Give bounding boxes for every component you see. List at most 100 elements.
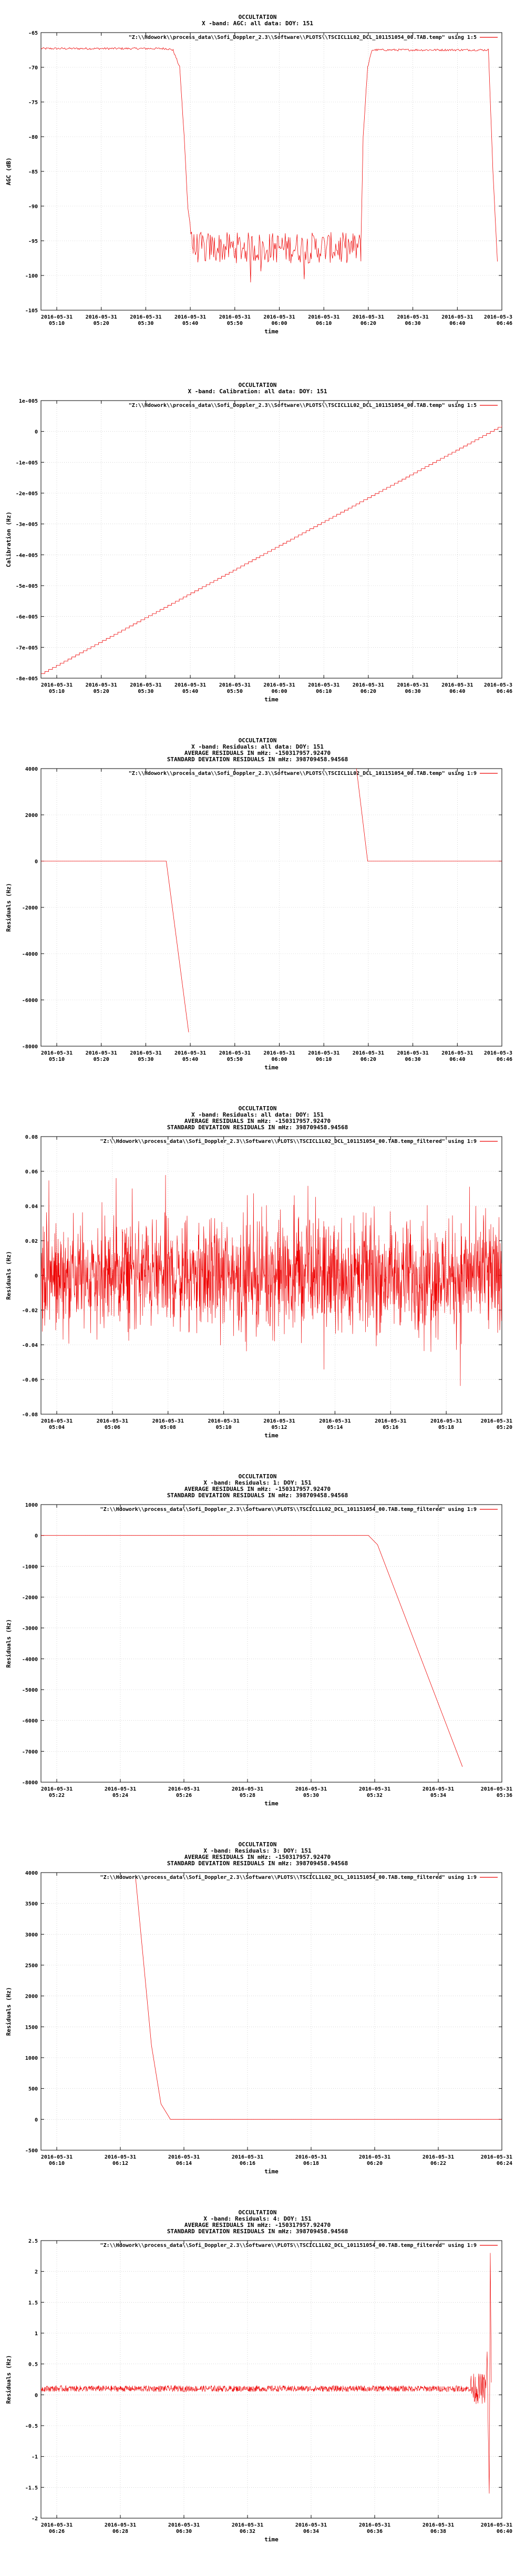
x-tick-label: 2016-05-31 05:04 xyxy=(41,1418,73,1430)
chart-title-line: X -band: Residuals: all data: DOY: 151 xyxy=(191,1111,324,1118)
chart-title-line: OCCULTATION xyxy=(239,1841,277,1848)
x-tick-label: 2016-05-31 06:16 xyxy=(232,2154,263,2166)
legend-entry: "Z:\\Hdowork\\process_data\\Sofi_Doppler… xyxy=(100,1138,477,1144)
y-tick-label: 0.04 xyxy=(25,1204,38,1210)
plot-frame xyxy=(40,1504,502,1783)
x-tick-label: 2016-05-31 05:30 xyxy=(130,682,161,694)
series-group xyxy=(41,47,498,283)
y-tick-label: 1500 xyxy=(25,2025,38,2030)
y-tick-label: -1000 xyxy=(22,1564,38,1570)
y-tick-label: -0.02 xyxy=(22,1308,38,1314)
y-tick-label: -2 xyxy=(32,2516,38,2522)
x-tick-label: 2016-05-31 06:38 xyxy=(423,2522,454,2534)
x-tick-label: 2016-05-31 05:08 xyxy=(152,1418,184,1430)
y-tick-label: -2000 xyxy=(22,1595,38,1601)
y-tick-label: -6000 xyxy=(22,1719,38,1724)
y-tick-label: -0.08 xyxy=(22,1412,38,1418)
x-tick-label: 2016-05-31 05:20 xyxy=(481,1418,512,1430)
y-tick-label: 1 xyxy=(35,2331,38,2337)
x-tick-label: 2016-05-31 05:36 xyxy=(481,1786,512,1798)
y-tick-label: -105 xyxy=(25,308,38,314)
y-tick-label: -0.06 xyxy=(22,1377,38,1383)
series-line xyxy=(41,425,502,674)
chart-title-line: OCCULTATION xyxy=(239,1105,277,1112)
y-axis-title: Residuals (Hz) xyxy=(5,1251,12,1300)
y-tick-label: 0 xyxy=(35,2393,38,2398)
x-tick-label: 2016-05-31 05:50 xyxy=(219,1050,251,1062)
x-tick-label: 2016-05-31 06:10 xyxy=(308,314,339,326)
x-tick-label: 2016-05-31 05:20 xyxy=(86,1050,117,1062)
legend-entry: "Z:\\Hdowork\\process_data\\Sofi_Doppler… xyxy=(129,402,477,408)
y-tick-label: -6000 xyxy=(22,998,38,1004)
x-tick-label: 2016-05-31 05:32 xyxy=(359,1786,390,1798)
chart-title-line: STANDARD DEVIATION RESIDUALS IN mHz: 398… xyxy=(167,1124,348,1131)
x-tick-label: 2016-05-31 05:10 xyxy=(208,1418,240,1430)
x-axis-title: time xyxy=(264,1432,279,1439)
series-segment xyxy=(135,1878,502,2120)
x-tick-label: 2016-05-31 06:14 xyxy=(168,2154,200,2166)
y-tick-label: 0.5 xyxy=(28,2362,38,2368)
y-tick-label: 2000 xyxy=(25,813,38,819)
y-tick-label: 2 xyxy=(35,2270,38,2275)
y-tick-label: 500 xyxy=(28,2087,38,2092)
chart-title-line: STANDARD DEVIATION RESIDUALS IN mHz: 398… xyxy=(167,756,348,763)
x-tick-label: 2016-05-31 05:34 xyxy=(423,1786,454,1798)
y-tick-label: 1000 xyxy=(25,1502,38,1508)
x-axis-title: time xyxy=(264,1800,279,1807)
y-tick-label: -80 xyxy=(28,135,38,140)
y-tick-label: 1e-005 xyxy=(19,398,38,404)
y-tick-label: -0.04 xyxy=(22,1343,38,1348)
legend-entry: "Z:\\Hdowork\\process_data\\Sofi_Doppler… xyxy=(100,2242,477,2248)
y-axis-title: Residuals (Hz) xyxy=(5,1987,12,2036)
x-tick-label: 2016-05-31 05:26 xyxy=(168,1786,200,1798)
x-tick-label: 2016-05-31 06:10 xyxy=(308,682,339,694)
x-axis-title: time xyxy=(264,1064,279,1071)
series-group xyxy=(135,1878,502,2120)
plot-frame xyxy=(40,2240,502,2519)
x-tick-label: 2016-05-31 05:28 xyxy=(232,1786,263,1798)
chart-title-line: X -band: Residuals: all data: DOY: 151 xyxy=(191,743,324,750)
x-tick-label: 2016-05-31 05:14 xyxy=(319,1418,351,1430)
y-tick-label: -3000 xyxy=(22,1626,38,1632)
x-tick-label: 2016-05-31 06:30 xyxy=(397,682,428,694)
y-tick-label: 2000 xyxy=(25,1994,38,2000)
y-tick-label: -7000 xyxy=(22,1749,38,1755)
x-tick-label: 2016-05-31 06:00 xyxy=(263,1050,295,1062)
x-tick-label: 2016-05-31 05:16 xyxy=(375,1418,406,1430)
y-tick-label: -8000 xyxy=(22,1044,38,1050)
x-tick-label: 2016-05-31 06:10 xyxy=(41,2154,73,2166)
y-tick-label: -3e-005 xyxy=(16,522,38,528)
x-tick-label: 2016-05-31 06:10 xyxy=(308,1050,339,1062)
chart-title-line: AVERAGE RESIDUALS IN mHz: -150317957.924… xyxy=(184,2222,331,2229)
x-tick-label: 2016-05-31 05:22 xyxy=(41,1786,73,1798)
x-tick-label: 2016-05-3 06:46 xyxy=(484,1050,512,1062)
x-tick-label: 2016-05-31 06:30 xyxy=(168,2522,200,2534)
y-tick-label: 2.5 xyxy=(28,2238,38,2244)
x-tick-label: 2016-05-31 05:10 xyxy=(41,682,73,694)
series-line xyxy=(41,2253,492,2494)
x-tick-label: 2016-05-31 06:28 xyxy=(105,2522,136,2534)
x-tick-label: 2016-05-31 06:30 xyxy=(397,1050,428,1062)
x-tick-label: 2016-05-31 06:20 xyxy=(359,2154,390,2166)
y-tick-label: -85 xyxy=(28,169,38,175)
y-tick-label: -95 xyxy=(28,239,38,244)
y-tick-label: 0.02 xyxy=(25,1239,38,1244)
chart-title-line: AVERAGE RESIDUALS IN mHz: -150317957.924… xyxy=(184,1486,331,1493)
x-tick-label: 2016-05-3 06:46 xyxy=(484,314,512,326)
x-tick-label: 2016-05-31 06:22 xyxy=(423,2154,454,2166)
x-axis-title: time xyxy=(264,696,279,703)
y-axis-title: AGC (dB) xyxy=(5,158,12,186)
x-tick-label: 2016-05-31 06:20 xyxy=(353,314,384,326)
x-tick-label: 2016-05-31 05:30 xyxy=(130,1050,161,1062)
y-tick-label: -8000 xyxy=(22,1780,38,1786)
chart-title-line: AVERAGE RESIDUALS IN mHz: -150317957.924… xyxy=(184,1118,331,1125)
y-tick-label: 0.06 xyxy=(25,1169,38,1175)
x-tick-label: 2016-05-31 06:30 xyxy=(397,314,428,326)
x-tick-label: 2016-05-31 06:26 xyxy=(41,2522,73,2534)
x-tick-label: 2016-05-31 06:00 xyxy=(263,314,295,326)
x-tick-label: 2016-05-31 05:40 xyxy=(174,682,206,694)
